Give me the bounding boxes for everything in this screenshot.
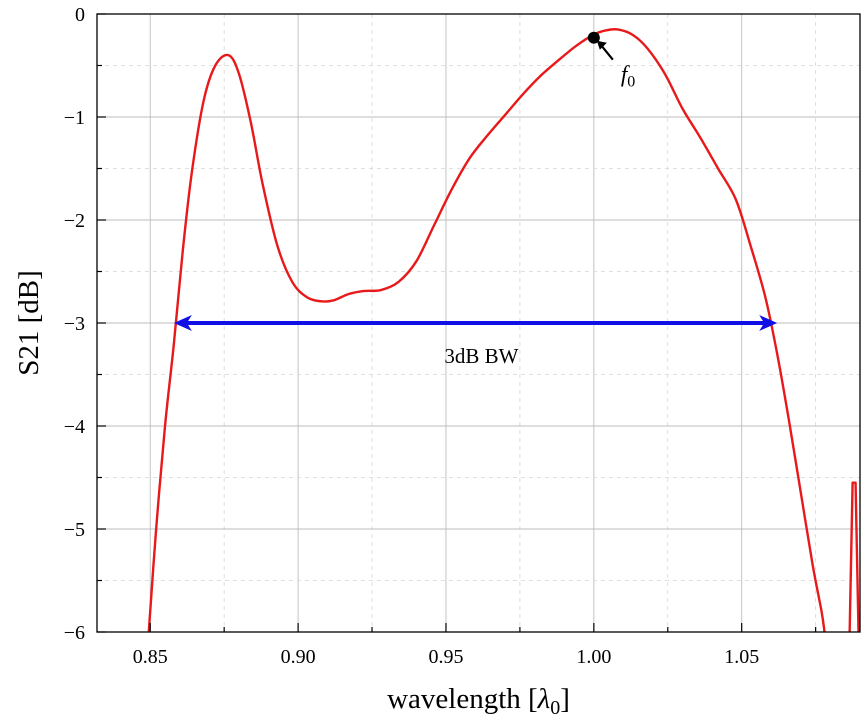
y-tick-label: −5 [64,519,85,541]
x-tick-label: 0.85 [133,646,168,668]
y-tick-label: 0 [75,4,85,26]
series-line-S21 [147,27,826,633]
x-axis-title-symbol: λ [537,683,551,715]
series-layer [147,27,860,633]
x-tick-label: 1.00 [576,646,611,668]
series-line-S21-tail [848,481,860,633]
bandwidth-arrow-head-right [759,315,778,331]
y-tick-labels: 0 −1 −2 −3 −4 −5 −6 [64,4,85,644]
x-tick-label: 0.90 [281,646,316,668]
x-axis-title-text: wavelength [ [387,683,538,715]
bandwidth-label: 3dB BW [444,344,518,368]
annotations [173,31,778,331]
y-tick-label: −3 [64,313,85,335]
y-tick-label: −1 [64,107,85,129]
x-axis-title-subscript: 0 [550,697,560,719]
f0-label: f0 [621,62,635,91]
x-tick-label: 0.95 [428,646,463,668]
f0-label-subscript: 0 [627,74,635,91]
x-axis-title-close: ] [560,683,570,715]
axis-ticks [97,13,817,633]
y-axis-title: S21 [dB] [13,270,45,376]
bandwidth-arrow-head-left [173,315,192,331]
x-axis-title: wavelength [λ0] [387,683,570,719]
f0-label-text: f [621,62,631,87]
f0-pointer-head [596,40,607,50]
y-tick-label: −2 [64,210,85,232]
y-tick-label: −6 [64,622,85,644]
y-tick-label: −4 [64,416,85,438]
x-tick-labels: 0.85 0.90 0.95 1.00 1.05 [133,646,759,668]
x-tick-label: 1.05 [724,646,759,668]
